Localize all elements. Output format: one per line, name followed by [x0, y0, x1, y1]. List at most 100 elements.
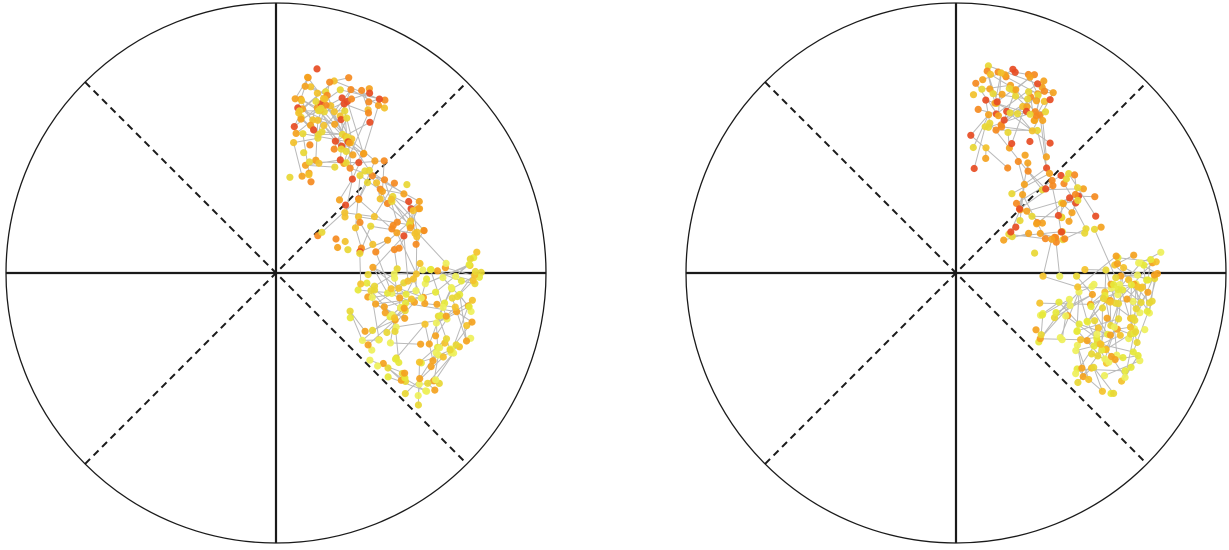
network-node — [384, 373, 392, 381]
network-node — [1073, 327, 1081, 335]
network-node — [1143, 307, 1151, 315]
network-node — [1008, 190, 1016, 198]
network-node — [331, 120, 339, 128]
network-edge — [1104, 360, 1140, 377]
network-node — [414, 401, 422, 409]
network-node — [1024, 167, 1032, 175]
network-node — [1074, 283, 1082, 291]
network-node — [1088, 350, 1096, 358]
network-node — [1126, 323, 1135, 331]
network-node — [1032, 326, 1040, 334]
network-edge — [1113, 303, 1119, 328]
network-node — [453, 293, 461, 301]
network-node — [386, 339, 394, 347]
network-node — [1074, 196, 1082, 204]
network-node — [468, 318, 476, 326]
network-node — [358, 86, 366, 95]
network-edge — [350, 142, 370, 171]
network-node — [341, 107, 349, 115]
network-node — [370, 213, 378, 221]
network-node — [315, 159, 323, 167]
network-node — [1056, 272, 1064, 280]
network-node — [421, 320, 429, 328]
network-node — [1043, 164, 1051, 172]
network-node — [415, 205, 424, 213]
network-node — [1116, 331, 1124, 339]
network-node — [369, 263, 377, 271]
network-node — [378, 187, 386, 195]
network-node — [1152, 258, 1160, 266]
network-node — [368, 172, 376, 180]
network-node — [368, 293, 376, 302]
network-node — [295, 109, 303, 117]
network-node — [978, 85, 986, 93]
network-node — [1040, 77, 1048, 85]
network-node — [989, 90, 997, 98]
network-node — [306, 141, 314, 149]
network-edge — [370, 290, 393, 316]
network-node — [1040, 97, 1048, 105]
network-node — [405, 197, 413, 206]
network-node — [1000, 116, 1008, 124]
network-node — [1042, 185, 1050, 193]
network-node — [1040, 87, 1049, 95]
network-node — [364, 271, 372, 279]
network-node — [1103, 314, 1111, 322]
network-node — [1075, 320, 1083, 328]
network-edge — [1024, 167, 1047, 185]
network-node — [345, 74, 353, 82]
network-edge — [1093, 367, 1114, 394]
network-node — [373, 179, 381, 187]
network-node — [998, 123, 1006, 131]
network-node — [299, 130, 307, 138]
network-node — [1068, 209, 1076, 217]
network-edge — [1017, 161, 1025, 185]
network-node — [374, 101, 383, 109]
network-node — [1110, 323, 1118, 331]
network-edge — [994, 72, 1002, 104]
network-node — [390, 179, 398, 187]
network-node — [368, 346, 376, 354]
network-node — [998, 90, 1006, 98]
network-node — [439, 303, 447, 311]
network-node — [290, 123, 298, 131]
network-node — [387, 195, 395, 203]
network-node — [292, 129, 300, 137]
network-node — [367, 222, 375, 230]
network-node — [360, 149, 368, 157]
network-node — [317, 104, 325, 112]
network-node — [433, 300, 441, 308]
network-node — [347, 86, 355, 94]
network-node — [1074, 184, 1082, 192]
network-node — [401, 390, 409, 398]
network-node — [368, 326, 377, 334]
network-node — [1015, 205, 1024, 213]
network-edge — [1036, 130, 1048, 169]
network-node — [401, 369, 409, 377]
network-edge — [392, 196, 425, 231]
network-edge — [1042, 298, 1070, 316]
network-node — [400, 190, 408, 198]
network-node — [426, 266, 435, 274]
network-node — [1028, 127, 1036, 135]
network-node — [465, 261, 473, 269]
network-node — [363, 279, 371, 287]
network-node — [337, 145, 345, 153]
network-node — [407, 295, 416, 303]
network-node — [310, 126, 318, 134]
network-node — [1091, 317, 1099, 325]
network-node — [402, 290, 410, 298]
network-node — [1094, 324, 1102, 332]
network-node — [1065, 170, 1073, 178]
network-node — [318, 128, 326, 136]
network-node — [381, 96, 389, 104]
network-node — [446, 346, 454, 354]
network-node — [1106, 298, 1114, 306]
network-node — [1129, 297, 1137, 306]
network-node — [1102, 266, 1110, 274]
left-polar-panel — [5, 2, 547, 544]
network-node — [439, 274, 447, 282]
network-node — [1031, 249, 1039, 257]
network-node — [986, 70, 995, 78]
network-node — [422, 387, 430, 395]
